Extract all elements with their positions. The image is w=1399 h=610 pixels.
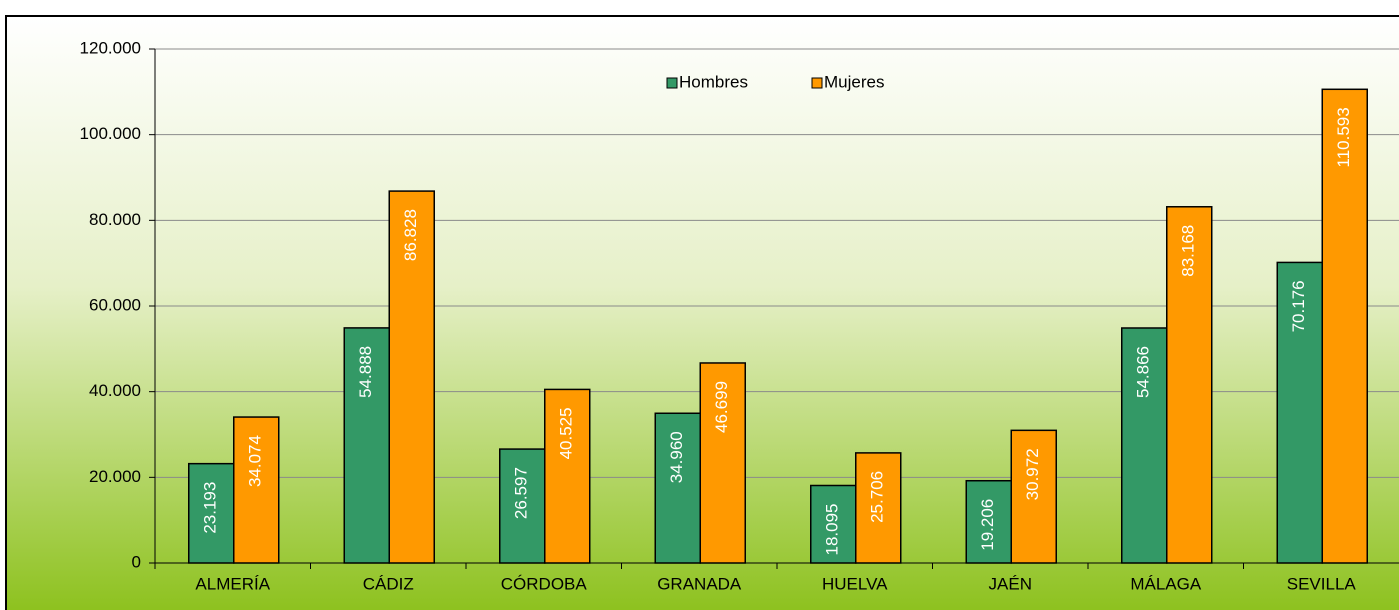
bar [1166,206,1213,564]
bar [855,452,902,564]
legend-label: Mujeres [824,72,884,91]
value-label: 40.525 [557,407,576,459]
value-label: 46.699 [712,381,731,433]
x-tick-label: SEVILLA [1287,574,1357,593]
value-label: 30.972 [1023,448,1042,500]
bar [699,362,746,564]
bar [388,190,435,564]
value-label: 34.074 [246,435,265,487]
bar [544,388,591,564]
x-tick-label: HUELVA [822,574,888,593]
bar [188,462,235,564]
legend-label: Hombres [679,72,748,91]
y-tick-label: 80.000 [89,210,141,229]
value-label: 110.593 [1334,107,1353,167]
legend-swatch [666,77,678,89]
legend-swatch [811,77,823,89]
value-label: 25.706 [868,471,887,523]
x-tick-label: GRANADA [657,574,742,593]
y-tick-label: 100.000 [80,124,141,143]
bar [810,484,857,564]
value-label: 54.866 [1134,346,1153,398]
value-label: 18.095 [823,503,842,555]
value-label: 83.168 [1179,225,1198,277]
x-tick-label: ALMERÍA [195,574,270,593]
y-tick-label: 20.000 [89,467,141,486]
bar [654,412,701,564]
y-tick-label: 120.000 [80,38,141,57]
value-label: 19.206 [978,499,997,551]
x-tick-label: CÁDIZ [363,574,414,593]
value-label: 70.176 [1289,280,1308,332]
y-tick-label: 60.000 [89,295,141,314]
y-tick-label: 0 [132,552,141,571]
bar [1010,429,1057,564]
bar [343,327,390,564]
value-label: 23.193 [201,482,220,534]
value-label: 26.597 [512,467,531,519]
x-tick-label: MÁLAGA [1130,574,1202,593]
y-tick-label: 40.000 [89,381,141,400]
value-label: 34.960 [667,431,686,483]
bar [1321,88,1368,564]
value-label: 54.888 [356,346,375,398]
x-tick-label: CÓRDOBA [501,574,588,593]
bar [233,416,280,564]
bar [499,448,546,564]
x-tick-label: JAÉN [989,574,1032,593]
bar [1121,327,1168,564]
value-label: 86.828 [401,209,420,261]
